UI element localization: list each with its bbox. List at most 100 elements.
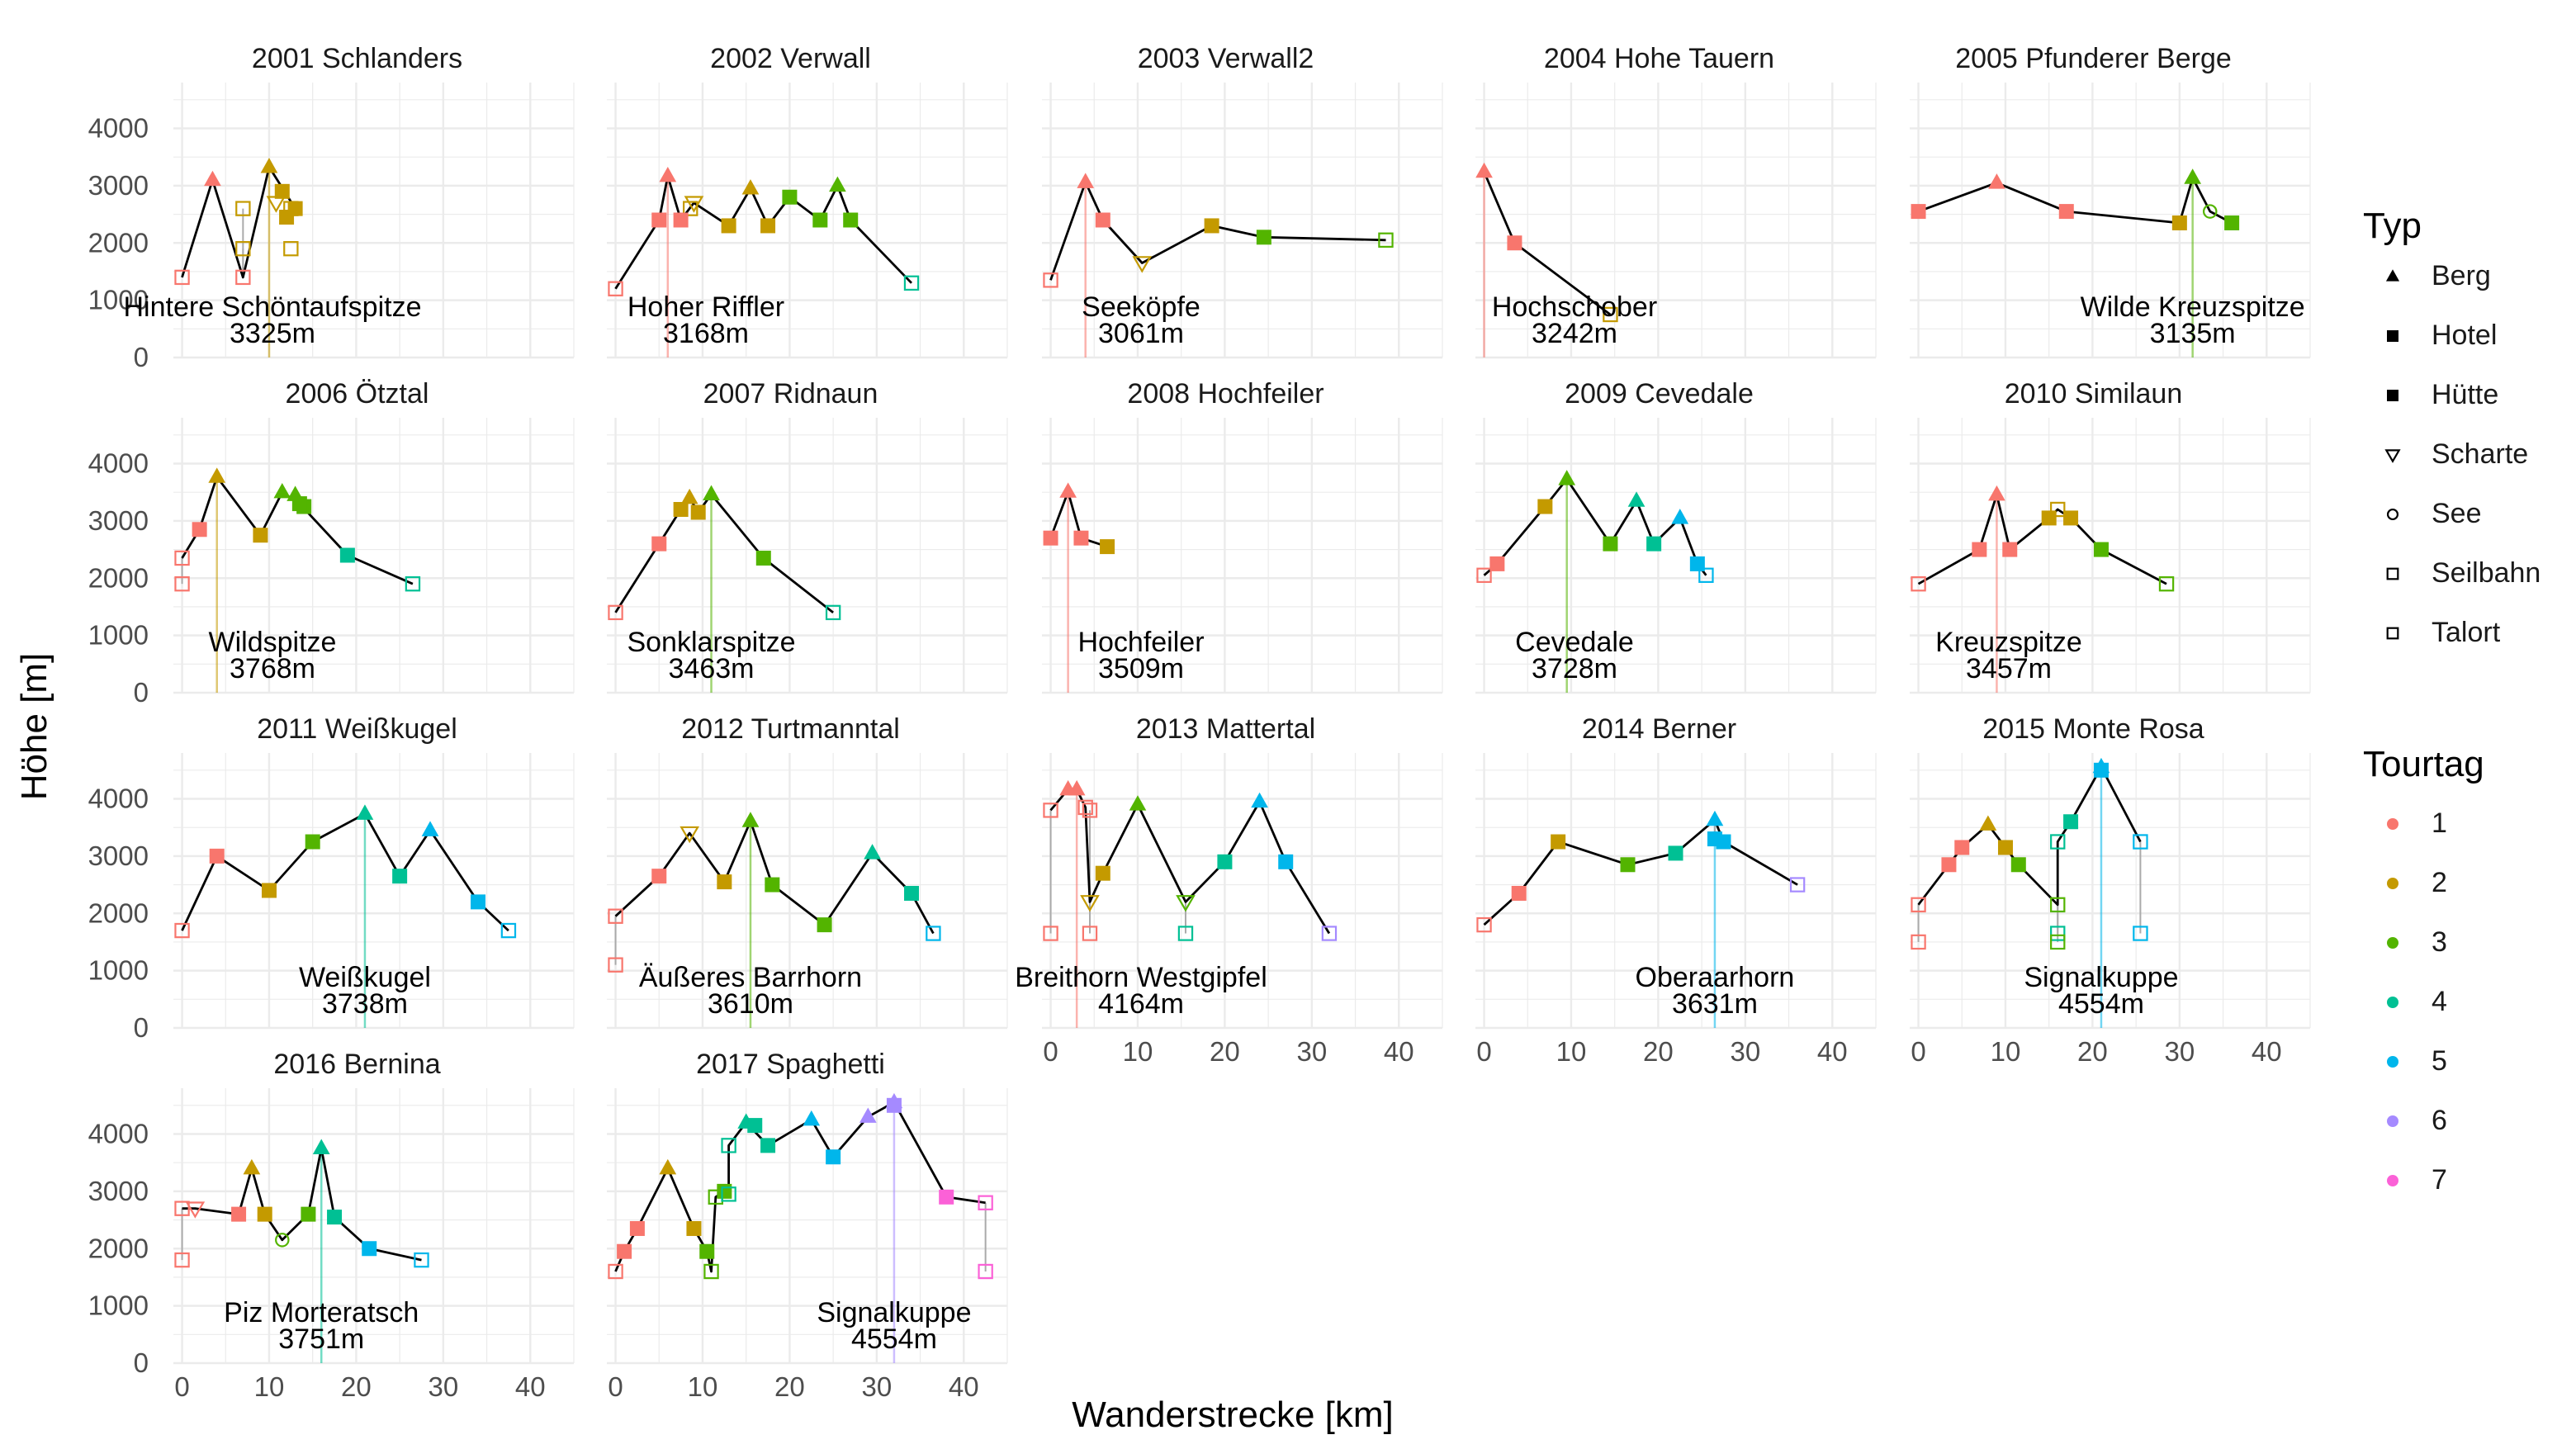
route-point-hütte bbox=[2171, 215, 2187, 230]
route-point-hütte bbox=[651, 536, 667, 552]
y-tick-label: 2000 bbox=[88, 1233, 149, 1263]
peak-height-label: 3738m bbox=[322, 988, 408, 1020]
legend-label: 4 bbox=[2432, 986, 2447, 1017]
route-point-talort bbox=[1476, 567, 1492, 583]
route-point-talort bbox=[1043, 272, 1058, 288]
peak-height-label: 3463m bbox=[669, 653, 755, 684]
route-point-hütte bbox=[717, 1183, 732, 1199]
legend-label: 1 bbox=[2432, 807, 2447, 839]
route-point-scharte bbox=[680, 826, 699, 844]
x-tick-label: 0 bbox=[1911, 1036, 1925, 1067]
legend-item: 3 bbox=[2387, 926, 2447, 958]
route-point-hütte bbox=[1537, 499, 1553, 514]
panel-grid: 2001 Schlanders01000200030004000Hintere … bbox=[88, 43, 2311, 1402]
route-point-seilbahn bbox=[235, 201, 251, 216]
route-point-talort bbox=[978, 1263, 993, 1280]
panel: 2016 Bernina 0 1000 2000 3000 4000 0 10 20 30 40 Pi… bbox=[88, 1049, 575, 1402]
x-tick-label: 10 bbox=[1123, 1036, 1153, 1067]
x-tick-label: 20 bbox=[2077, 1036, 2108, 1067]
route-point-hütte bbox=[651, 869, 667, 884]
route-point-berg bbox=[829, 176, 846, 192]
peak-name-label: Weißkugel bbox=[299, 962, 431, 993]
route-point-berg bbox=[803, 1110, 821, 1126]
route-point-hütte bbox=[747, 1118, 763, 1134]
legend-label: See bbox=[2432, 498, 2482, 529]
peak-height-label: 4554m bbox=[851, 1324, 937, 1355]
route-point-hütte bbox=[765, 877, 780, 893]
route-point-berg bbox=[680, 488, 698, 504]
x-tick-label: 40 bbox=[1817, 1036, 1848, 1067]
route-point-hütte bbox=[843, 212, 859, 228]
legend-label: Talort bbox=[2432, 617, 2501, 648]
legend-label: Scharte bbox=[2432, 438, 2528, 470]
peak-height-label: 3061m bbox=[1098, 318, 1184, 349]
route-point-hütte bbox=[1668, 845, 1683, 861]
route-point-talort bbox=[2133, 926, 2148, 941]
legend-item: Hotel bbox=[2387, 320, 2497, 351]
route-point-berg bbox=[243, 1158, 261, 1175]
route-point-talort bbox=[1082, 926, 1098, 941]
y-tick-label: 0 bbox=[134, 342, 149, 372]
panel-title: 2004 Hohe Tauern bbox=[1544, 43, 1774, 74]
route-point-hütte bbox=[690, 504, 706, 520]
route-point-hütte bbox=[673, 502, 689, 517]
x-tick-label: 30 bbox=[861, 1371, 892, 1402]
route-point-hütte bbox=[782, 189, 798, 205]
route-point-berg bbox=[659, 1158, 677, 1175]
legend: Typ Berg Hotel Hütte Scharte See Seilbahn Talo… bbox=[2363, 206, 2540, 1196]
route-point-hütte bbox=[192, 522, 207, 537]
route-point-talort bbox=[405, 575, 421, 592]
route-point-hütte bbox=[471, 894, 486, 910]
panel-title: 2009 Cevedale bbox=[1565, 378, 1754, 410]
legend-item: Berg bbox=[2385, 260, 2491, 291]
x-tick-label: 10 bbox=[1991, 1036, 2021, 1067]
panel-grid-lines bbox=[607, 83, 1008, 359]
route-point-talort bbox=[414, 1252, 429, 1268]
panel-title: 2011 Weißkugel bbox=[257, 713, 457, 745]
peak-name-label: Äußeres Barrhorn bbox=[639, 962, 862, 993]
y-tick-label: 4000 bbox=[88, 1119, 149, 1149]
route-point-seilbahn bbox=[2050, 897, 2066, 913]
legend-label: 3 bbox=[2432, 926, 2447, 958]
route-point-hütte bbox=[339, 547, 355, 563]
route-point-berg bbox=[312, 1139, 330, 1154]
legend-dot-icon bbox=[2387, 1056, 2398, 1068]
y-tick-label: 1000 bbox=[88, 285, 149, 315]
x-tick-label: 20 bbox=[774, 1371, 805, 1402]
route-point-hütte bbox=[1646, 536, 1662, 552]
panel-title: 2013 Mattertal bbox=[1136, 713, 1315, 745]
route-point-berg bbox=[204, 170, 221, 187]
y-tick-label: 0 bbox=[134, 1347, 149, 1378]
route-point-hütte bbox=[2058, 204, 2074, 220]
peak-name-label: Piz Morteratsch bbox=[224, 1297, 419, 1328]
panel-grid-lines bbox=[1910, 83, 2311, 359]
route-point-berg bbox=[1129, 795, 1147, 811]
peak-name-label: Cevedale bbox=[1515, 627, 1634, 658]
legend-item: Talort bbox=[2386, 617, 2501, 648]
route-point-hütte bbox=[2041, 510, 2057, 526]
peak-name-label: Breithorn Westgipfel bbox=[1015, 962, 1267, 993]
panel-grid-lines bbox=[173, 753, 575, 1030]
route-point-talort bbox=[1321, 926, 1338, 941]
route-point-hütte bbox=[2063, 814, 2079, 830]
peak-height-label: 3325m bbox=[230, 318, 315, 349]
route-point-seilbahn bbox=[1043, 803, 1058, 818]
panel-grid-lines bbox=[607, 753, 1008, 1030]
route-point-see bbox=[2203, 204, 2218, 219]
x-tick-label: 20 bbox=[1643, 1036, 1674, 1067]
route-point-talort bbox=[1043, 926, 1058, 941]
legend-item: 1 bbox=[2387, 807, 2447, 839]
x-tick-label: 40 bbox=[949, 1371, 979, 1402]
peak-height-label: 3168m bbox=[663, 318, 749, 349]
route-point-seilbahn bbox=[1082, 803, 1098, 818]
route-point-talort bbox=[608, 957, 623, 973]
route-line bbox=[1483, 818, 1798, 926]
route-point-seilbahn bbox=[1077, 799, 1093, 816]
x-tick-label: 0 bbox=[608, 1371, 623, 1402]
x-tick-label: 20 bbox=[341, 1371, 372, 1402]
panel-grid-lines bbox=[1910, 753, 2311, 1030]
y-tick-label: 3000 bbox=[88, 170, 149, 201]
peak-name-label: Signalkuppe bbox=[817, 1297, 971, 1328]
